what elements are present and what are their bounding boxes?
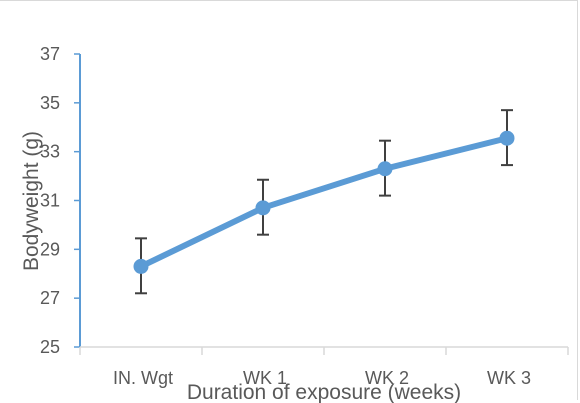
x-axis-title: Duration of exposure (weeks) — [187, 381, 461, 403]
data-point — [255, 200, 271, 216]
y-tick-label: 27 — [40, 288, 60, 308]
x-tick-label: WK 3 — [487, 368, 531, 388]
y-tick-label: 29 — [40, 239, 60, 259]
labels-group: 25 27 29 31 33 35 37 IN. Wgt WK 1 WK 2 WK 3 Duratio… — [20, 44, 531, 403]
y-tick-label: 35 — [40, 93, 60, 113]
y-tick-label: 25 — [40, 337, 60, 357]
error-bars-group — [135, 109, 513, 295]
axes-group — [74, 53, 569, 355]
y-tick-label: 31 — [40, 191, 60, 211]
x-tick-label: IN. Wgt — [113, 368, 173, 388]
y-tick-label: 33 — [40, 142, 60, 162]
series-group — [133, 130, 515, 274]
data-point — [499, 130, 515, 146]
x-tick-label: WK 2 — [365, 368, 409, 388]
x-tick-label: WK 1 — [243, 368, 287, 388]
series-line — [138, 135, 510, 270]
y-axis-title: Bodyweight (g) — [20, 131, 43, 271]
data-point — [133, 258, 149, 274]
data-point — [377, 161, 393, 177]
y-tick-label: 37 — [40, 44, 60, 64]
